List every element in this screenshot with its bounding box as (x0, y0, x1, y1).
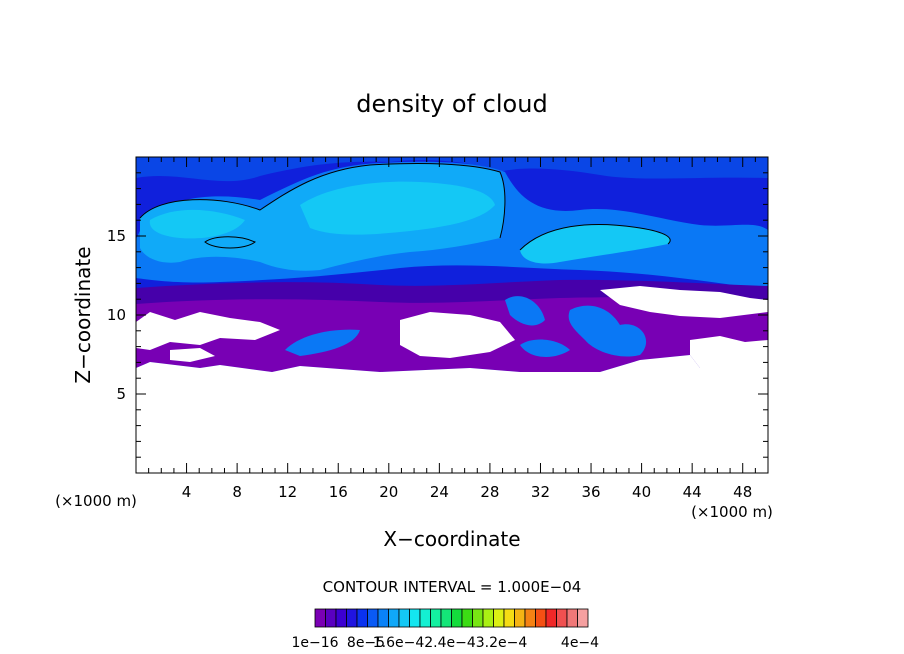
colorbar-swatch (535, 608, 547, 628)
contour-line (519, 224, 671, 251)
colorbar-swatch (335, 608, 347, 628)
x-tick-label: 28 (480, 483, 499, 501)
x-tick-label: 44 (683, 483, 702, 501)
x-tick-label: 16 (329, 483, 348, 501)
x-tick-label: 4 (182, 483, 192, 501)
blue-streak (285, 329, 360, 356)
colorbar-swatch (314, 608, 326, 628)
blue-streak (568, 305, 647, 357)
y-tick-label: 15 (107, 227, 126, 245)
x-tick-label: 12 (278, 483, 297, 501)
colorbar-label: 1e−16 (291, 635, 338, 651)
x-tick-label: 48 (733, 483, 752, 501)
colorbar-swatch (461, 608, 473, 628)
colorbar-swatch (377, 608, 389, 628)
clear-air-region (136, 355, 768, 473)
cyan-patch (520, 224, 671, 264)
colorbar-swatch (346, 608, 358, 628)
y-tick-label: 10 (107, 306, 126, 324)
colorbar-swatch (356, 608, 368, 628)
colorbar-swatch (524, 608, 536, 628)
colorbar-swatch (440, 608, 452, 628)
colorbar-label: 4e−4 (561, 635, 599, 651)
y-axis-ticks (136, 172, 768, 458)
clear-gap (690, 336, 768, 368)
chart-title: density of cloud (356, 90, 547, 118)
colorbar-labels: 1e−16 8e−51.6e−42.4e−43.2e−4 4e−4 (291, 635, 599, 651)
density-field (136, 157, 768, 473)
x-tick-labels: 4 8 12 16 20 24 28 32 36 40 44 48 (182, 483, 752, 501)
x-unit-label-left: (×1000 m) (55, 492, 137, 510)
colorbar-swatch (556, 608, 568, 628)
x-axis-label: X−coordinate (383, 527, 520, 551)
y-tick-labels: 5 10 15 (107, 227, 126, 403)
x-tick-label: 32 (531, 483, 550, 501)
colorbar-swatch (409, 608, 421, 628)
colorbar-swatch (430, 608, 442, 628)
colorbar-swatch (482, 608, 494, 628)
blue-streak (520, 339, 570, 357)
contour-line (204, 236, 256, 249)
colorbar-swatch (566, 608, 578, 628)
blue-streak (505, 296, 545, 326)
x-tick-label: 36 (581, 483, 600, 501)
clear-gap (400, 312, 515, 358)
colorbar-label: 8e−5 (347, 635, 385, 651)
y-tick-label: 5 (116, 385, 126, 403)
cyan-patch (300, 181, 495, 235)
cyan-patch (149, 209, 245, 239)
clear-gap (600, 286, 768, 318)
y-axis-label: Z−coordinate (71, 246, 95, 383)
colorbar-swatch (472, 608, 484, 628)
colorbar-swatch (325, 608, 337, 628)
colorbar-swatch (367, 608, 379, 628)
x-tick-label: 40 (632, 483, 651, 501)
x-unit-label-right: (×1000 m) (691, 503, 773, 521)
x-axis-ticks (148, 157, 756, 473)
contour-line (139, 162, 506, 239)
clear-gap (170, 348, 215, 362)
colorbar-swatch (419, 608, 431, 628)
upper-dark-band (136, 157, 768, 182)
x-tick-label: 20 (379, 483, 398, 501)
colorbar-swatch (388, 608, 400, 628)
colorbar-swatch (577, 608, 589, 628)
colorbar-swatch (514, 608, 526, 628)
colorbar-swatch (493, 608, 505, 628)
colorbar-swatch (398, 608, 410, 628)
contour-interval-text: CONTOUR INTERVAL = 1.000E−04 (323, 578, 582, 596)
colorbar-swatch (451, 608, 463, 628)
colorbar-swatch (545, 608, 557, 628)
colorbar (314, 608, 589, 628)
x-tick-label: 24 (430, 483, 449, 501)
colorbar-swatch (503, 608, 515, 628)
x-tick-label: 8 (232, 483, 242, 501)
colorbar-label: 1.6e−42.4e−43.2e−4 (373, 635, 528, 651)
dark-purple-transition (136, 279, 768, 304)
clear-gap (136, 312, 280, 350)
